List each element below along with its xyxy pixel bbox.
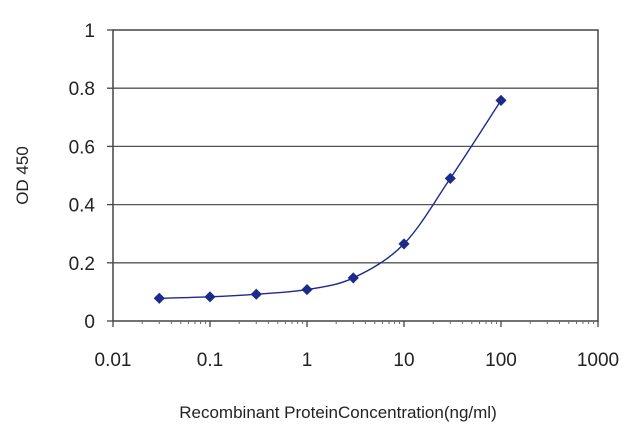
- x-tick-label: 1000: [577, 350, 619, 371]
- x-axis-title: Recombinant ProteinConcentration(ng/ml): [179, 403, 497, 422]
- grid-lines: [113, 87, 598, 264]
- y-tick-label: 1: [84, 21, 95, 42]
- x-tick-label: 100: [485, 350, 517, 371]
- data-point-marker: [495, 94, 507, 106]
- y-tick-label: 0.6: [69, 137, 95, 158]
- data-point-marker: [153, 292, 165, 304]
- x-tick-label: 1: [302, 350, 313, 371]
- data-point-marker: [301, 284, 313, 296]
- y-tick-label: 0.2: [69, 254, 95, 275]
- data-point-marker: [204, 291, 216, 303]
- data-point-marker: [444, 172, 456, 184]
- y-tick-label: 0: [84, 312, 95, 333]
- y-tick-label: 0.8: [69, 79, 95, 100]
- data-series: [153, 94, 507, 304]
- y-tick-label: 0.4: [69, 196, 96, 217]
- series-line: [159, 100, 502, 300]
- axes: 0 0.2 0.4 0.6 0.8 1 0.01 0.1 1 10 100 1000: [69, 21, 620, 371]
- data-point-marker: [250, 288, 262, 300]
- data-point-marker: [347, 272, 359, 284]
- x-tick-label: 10: [393, 350, 414, 371]
- y-axis-title: OD 450: [13, 146, 32, 205]
- x-tick-label: 0.1: [197, 350, 223, 371]
- x-tick-label: 0.01: [95, 350, 132, 371]
- plot-area: [112, 29, 599, 322]
- data-point-marker: [398, 238, 410, 250]
